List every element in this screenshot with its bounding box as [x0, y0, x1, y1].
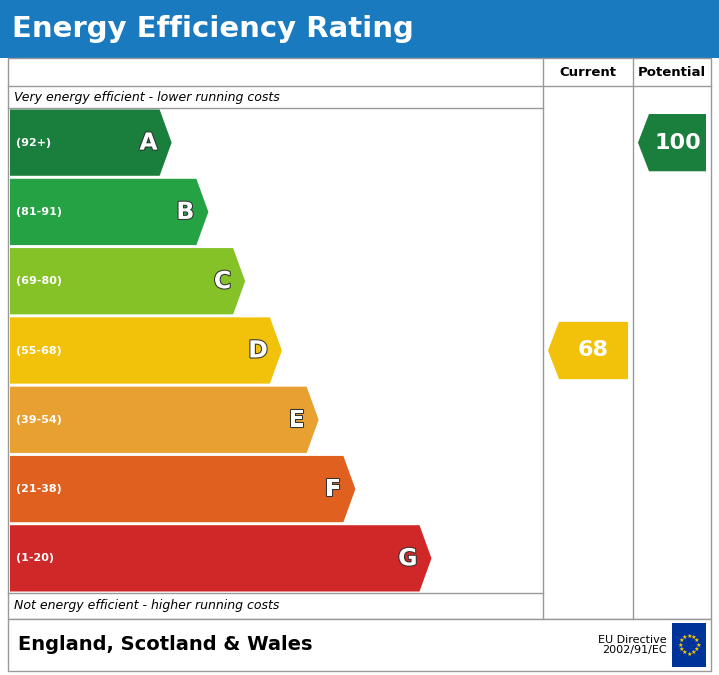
Text: (69-80): (69-80) — [16, 276, 62, 286]
Text: Very energy efficient - lower running costs: Very energy efficient - lower running co… — [14, 90, 280, 103]
Text: Energy Efficiency Rating: Energy Efficiency Rating — [12, 15, 414, 43]
Bar — [8, 619, 711, 671]
Text: (21-38): (21-38) — [16, 484, 62, 494]
Text: 68: 68 — [578, 340, 609, 360]
Polygon shape — [548, 322, 628, 379]
Text: ★: ★ — [679, 647, 684, 652]
Bar — [0, 0, 719, 58]
Text: Potential: Potential — [638, 65, 706, 78]
Text: (81-91): (81-91) — [16, 207, 62, 217]
Text: EU Directive: EU Directive — [598, 635, 667, 645]
Text: ★: ★ — [691, 634, 696, 640]
Text: England, Scotland & Wales: England, Scotland & Wales — [18, 635, 313, 655]
Text: (92+): (92+) — [16, 138, 51, 148]
Text: 2002/91/EC: 2002/91/EC — [603, 645, 667, 655]
Text: Current: Current — [559, 65, 616, 78]
Text: ★: ★ — [682, 650, 687, 655]
Text: ★: ★ — [694, 647, 700, 652]
Polygon shape — [10, 248, 245, 315]
Text: Not energy efficient - higher running costs: Not energy efficient - higher running co… — [14, 599, 280, 612]
Text: 100: 100 — [654, 133, 701, 153]
Polygon shape — [10, 456, 355, 522]
Text: ★: ★ — [682, 634, 687, 640]
Bar — [8, 58, 711, 619]
Text: (39-54): (39-54) — [16, 414, 62, 425]
Polygon shape — [10, 387, 319, 453]
Bar — [672, 623, 706, 667]
Text: A: A — [139, 131, 157, 155]
Text: D: D — [248, 338, 268, 362]
Polygon shape — [10, 317, 282, 383]
Text: ★: ★ — [694, 638, 700, 643]
Text: G: G — [398, 546, 418, 570]
Polygon shape — [10, 525, 431, 591]
Text: ★: ★ — [686, 634, 692, 639]
Text: ★: ★ — [695, 643, 701, 647]
Text: ★: ★ — [691, 650, 696, 655]
Text: E: E — [288, 408, 305, 432]
Text: (55-68): (55-68) — [16, 346, 62, 356]
Polygon shape — [638, 114, 706, 171]
Text: B: B — [176, 200, 194, 224]
Text: ★: ★ — [679, 638, 684, 643]
Text: ★: ★ — [677, 643, 683, 647]
Text: ★: ★ — [686, 651, 692, 657]
Text: (1-20): (1-20) — [16, 554, 54, 564]
Polygon shape — [10, 109, 172, 176]
Polygon shape — [10, 179, 209, 245]
Text: F: F — [325, 477, 342, 501]
Text: C: C — [214, 269, 231, 293]
